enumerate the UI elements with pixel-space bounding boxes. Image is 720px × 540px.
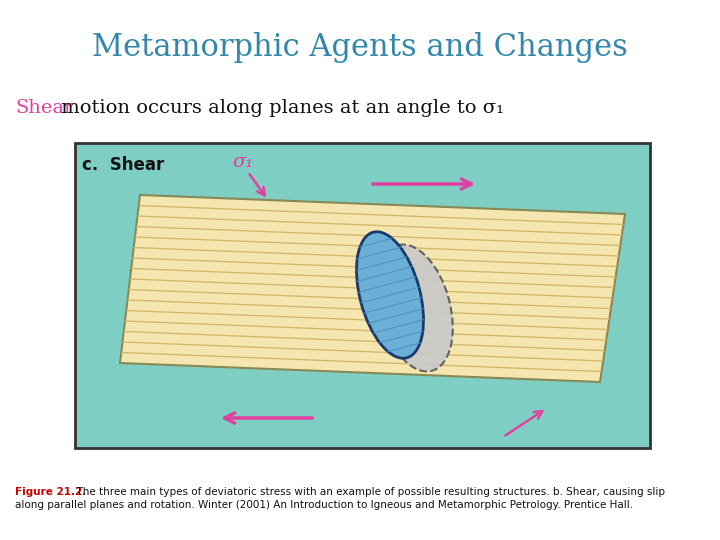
Text: Metamorphic Agents and Changes: Metamorphic Agents and Changes	[92, 32, 628, 63]
Text: The three main types of deviatoric stress with an example of possible resulting : The three main types of deviatoric stres…	[70, 487, 665, 497]
Text: motion occurs along planes at an angle to σ₁: motion occurs along planes at an angle t…	[55, 99, 504, 117]
Polygon shape	[120, 195, 625, 382]
Ellipse shape	[377, 245, 453, 372]
Bar	[75, 143, 650, 448]
Text: Shear: Shear	[15, 99, 73, 117]
Text: Figure 21.2.: Figure 21.2.	[15, 487, 86, 497]
Text: σ₁: σ₁	[232, 153, 253, 171]
Ellipse shape	[356, 232, 423, 358]
Text: along parallel planes and rotation. Winter (2001) An Introduction to Igneous and: along parallel planes and rotation. Wint…	[15, 500, 633, 510]
Text: c.  Shear: c. Shear	[82, 156, 164, 174]
